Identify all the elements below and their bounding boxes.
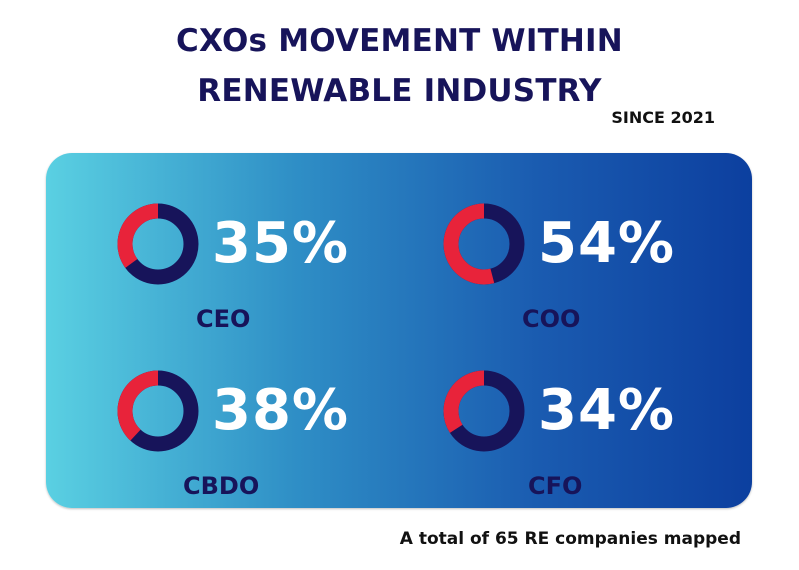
- stat-ceo: 35% CEO: [116, 202, 396, 342]
- role-label-cfo: CFO: [528, 472, 583, 500]
- percent-label-ceo: 35%: [212, 211, 350, 276]
- chart-subtitle: SINCE 2021: [611, 108, 715, 127]
- stat-cbdo: 38% CBDO: [116, 369, 396, 509]
- chart-title-line-2: RENEWABLE INDUSTRY: [197, 73, 602, 109]
- footnote: A total of 65 RE companies mapped: [399, 529, 741, 549]
- donut-slice-cfo: [443, 370, 525, 452]
- stats-panel: 35% CEO 54% COO 38% CBDO 34% CFO: [46, 153, 752, 508]
- donut-slice-cbdo: [117, 370, 199, 452]
- role-label-cbdo: CBDO: [183, 472, 260, 500]
- stat-cfo: 34% CFO: [442, 369, 722, 509]
- role-label-ceo: CEO: [196, 305, 251, 333]
- percent-label-coo: 54%: [538, 211, 676, 276]
- percent-label-cfo: 34%: [538, 378, 676, 443]
- donut-chart-cfo: [443, 370, 525, 452]
- percent-label-cbdo: 38%: [212, 378, 350, 443]
- donut-chart-coo: [443, 203, 525, 285]
- donut-slice-coo: [443, 203, 525, 285]
- donut-chart-cbdo: [117, 370, 199, 452]
- role-label-coo: COO: [522, 305, 581, 333]
- chart-title-line-1: CXOs MOVEMENT WITHIN: [176, 23, 623, 59]
- donut-chart-ceo: [117, 203, 199, 285]
- stat-coo: 54% COO: [442, 202, 722, 342]
- donut-slice-ceo: [117, 203, 199, 285]
